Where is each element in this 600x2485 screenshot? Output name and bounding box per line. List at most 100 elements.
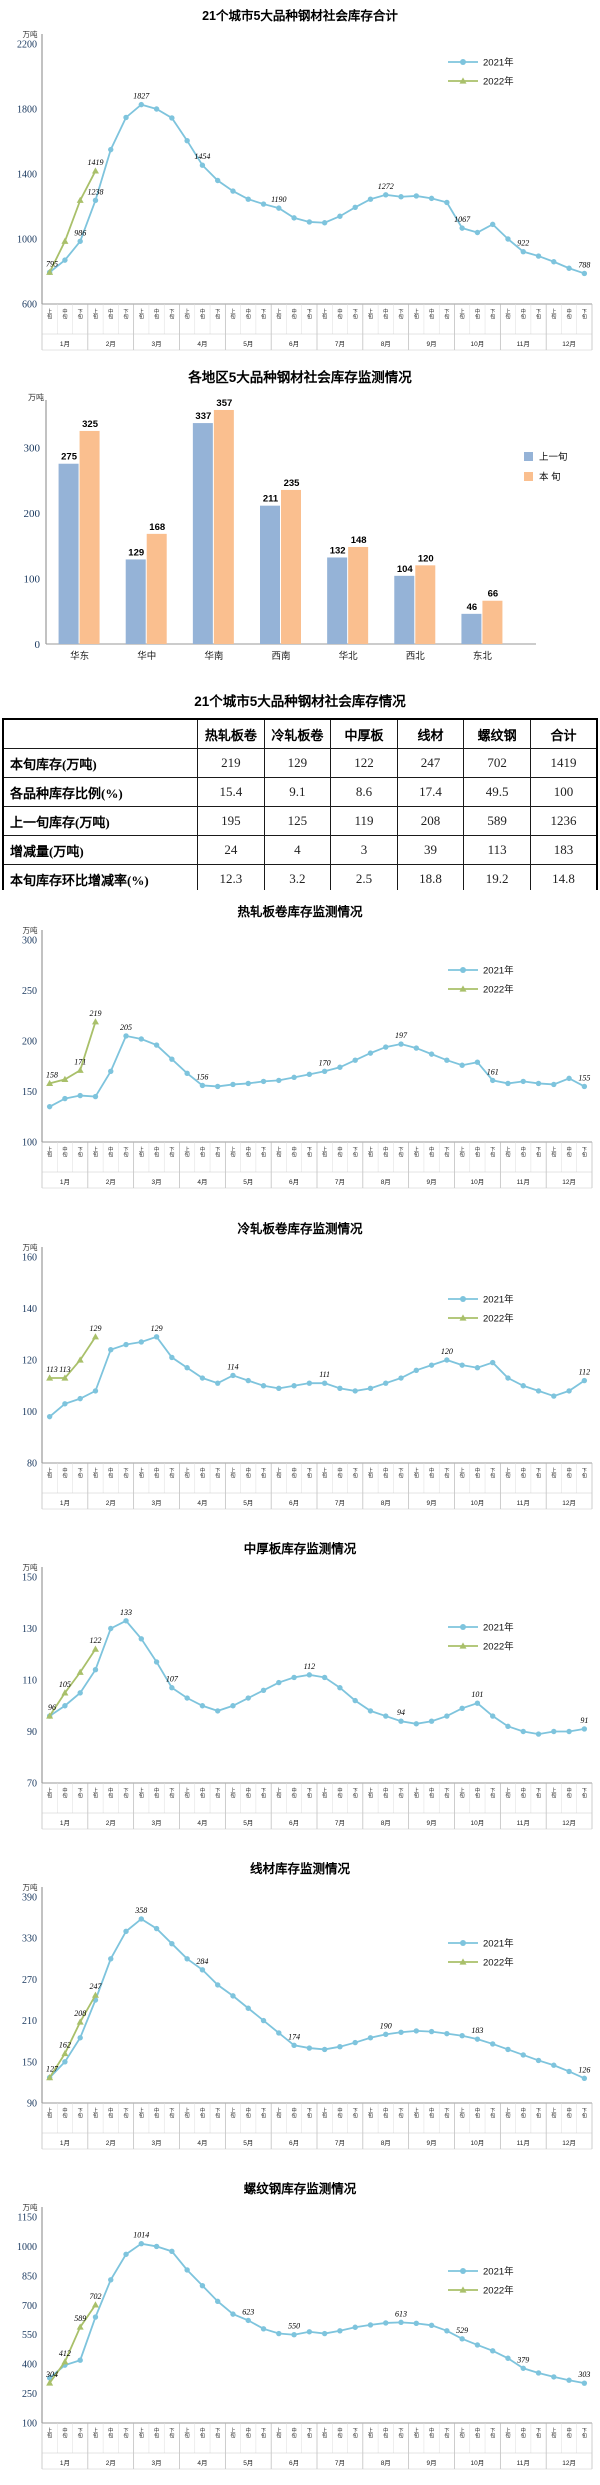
- x-tick-label: 中旬: [108, 1786, 113, 1800]
- x-tick-label: 中旬: [566, 1466, 571, 1480]
- data-point: [108, 1068, 114, 1074]
- data-point: [291, 215, 297, 221]
- data-point: [428, 1051, 435, 1057]
- data-point: [260, 1383, 267, 1389]
- data-point: [276, 1077, 282, 1084]
- x-tick-label: 下旬: [444, 2107, 449, 2120]
- data-point: [337, 2328, 343, 2334]
- data-point: [46, 1374, 54, 1381]
- data-point: [92, 1093, 99, 1100]
- table-cell: 702: [463, 748, 531, 778]
- x-tick-label: 下旬: [398, 1146, 403, 1159]
- x-month-label: 3月: [152, 2459, 162, 2467]
- table-cell: 589: [463, 806, 531, 836]
- data-point: [153, 106, 160, 112]
- data-point: [108, 1347, 114, 1353]
- y-tick-label: 80: [27, 1459, 37, 1470]
- x-tick-label: 上旬: [230, 2426, 235, 2440]
- data-point: [199, 2282, 206, 2289]
- legend-label: 2021年: [483, 1622, 514, 1634]
- data-point: [184, 1070, 190, 1077]
- x-tick-label: 上旬: [276, 1145, 281, 1159]
- legend-marker-icon: [460, 2268, 466, 2274]
- bar-value-label: 148: [351, 535, 367, 546]
- x-month-label: 12月: [562, 1178, 576, 1186]
- bar-value-label: 325: [82, 419, 99, 430]
- x-tick-label: 下旬: [582, 2107, 587, 2120]
- x-tick-label: 上旬: [414, 1466, 419, 1480]
- x-tick-label: 上旬: [551, 2426, 556, 2440]
- data-point: [169, 1940, 175, 1947]
- x-tick-label: 上旬: [139, 1466, 144, 1480]
- data-point: [199, 1703, 206, 1709]
- data-point: [245, 1695, 251, 1701]
- data-point: [46, 1712, 54, 1719]
- data-point: [398, 1375, 404, 1381]
- x-month-label: 6月: [289, 340, 299, 348]
- data-point: [46, 2379, 54, 2386]
- row-header: 增减量(万吨): [2, 835, 199, 865]
- x-tick-label: 下旬: [261, 1146, 266, 1159]
- x-tick-label: 中旬: [108, 2426, 113, 2440]
- y-axis-unit: 万吨: [23, 1882, 38, 1892]
- x-tick-label: 下旬: [169, 1146, 174, 1159]
- data-point: [413, 193, 420, 199]
- x-month-label: 10月: [471, 1819, 485, 1827]
- x-month-label: 1月: [60, 1819, 70, 1827]
- table-cell: 3: [330, 835, 398, 865]
- data-point: [459, 2033, 465, 2039]
- data-point: [321, 2046, 328, 2053]
- x-tick-label: 下旬: [353, 2107, 358, 2120]
- x-tick-label: 下旬: [536, 308, 541, 321]
- legend-entry-上一旬: 上一旬: [524, 451, 568, 463]
- x-tick-label: 上旬: [414, 307, 419, 321]
- x-tick-label: 上旬: [139, 1145, 144, 1159]
- x-tick-label: 下旬: [78, 1146, 83, 1159]
- legend-entry-2022: 2022年: [448, 1957, 514, 1969]
- x-tick-label: 中旬: [62, 307, 67, 321]
- table-cell: 49.5: [463, 777, 531, 807]
- series-2022: [46, 167, 99, 275]
- y-tick-label: 600: [22, 300, 37, 311]
- x-tick-label: 中旬: [337, 1466, 342, 1480]
- column-header: 线材: [396, 718, 465, 749]
- y-tick-label: 1000: [17, 2242, 37, 2253]
- x-tick-label: 上旬: [47, 2426, 52, 2440]
- data-point: [352, 204, 358, 211]
- bar-value-label: 120: [418, 553, 434, 564]
- bar-category-label: 华中: [137, 650, 156, 662]
- bar-category-label: 西北: [406, 651, 426, 662]
- x-tick-label: 中旬: [383, 307, 388, 321]
- data-point: [61, 1374, 69, 1381]
- x-tick-label: 下旬: [215, 2107, 220, 2120]
- x-tick-label: 上旬: [551, 1145, 556, 1159]
- data-point: [474, 1365, 481, 1371]
- point-label: 219: [89, 1009, 101, 1018]
- x-tick-label: 中旬: [337, 307, 342, 321]
- y-tick-label: 550: [22, 2330, 37, 2341]
- point-label: 127: [46, 2065, 59, 2074]
- data-point: [367, 1385, 374, 1392]
- bar-category-label: 华南: [204, 650, 223, 662]
- data-point: [123, 114, 129, 121]
- data-point: [321, 220, 328, 226]
- x-tick-label: 下旬: [307, 2427, 312, 2440]
- point-label: 96: [48, 1703, 56, 1712]
- table-cell: 24: [197, 835, 265, 865]
- series-line: [49, 103, 585, 275]
- table-cell: 219: [197, 748, 265, 778]
- point-label: 358: [134, 1906, 147, 1915]
- data-point: [352, 2039, 358, 2046]
- x-tick-label: 上旬: [368, 307, 373, 321]
- y-tick-label: 270: [22, 1975, 37, 1986]
- bar-category-label: 东北: [473, 650, 493, 662]
- data-point: [489, 2041, 496, 2047]
- point-label: 379: [516, 2355, 529, 2364]
- data-point: [551, 1728, 557, 1735]
- x-tick-label: 下旬: [215, 1787, 220, 1800]
- x-tick-label: 下旬: [582, 1146, 587, 1159]
- x-month-label: 11月: [517, 2139, 530, 2147]
- x-tick-label: 下旬: [169, 1787, 174, 1800]
- row-header: 上一旬库存(万吨): [2, 806, 199, 836]
- data-point: [566, 1075, 572, 1082]
